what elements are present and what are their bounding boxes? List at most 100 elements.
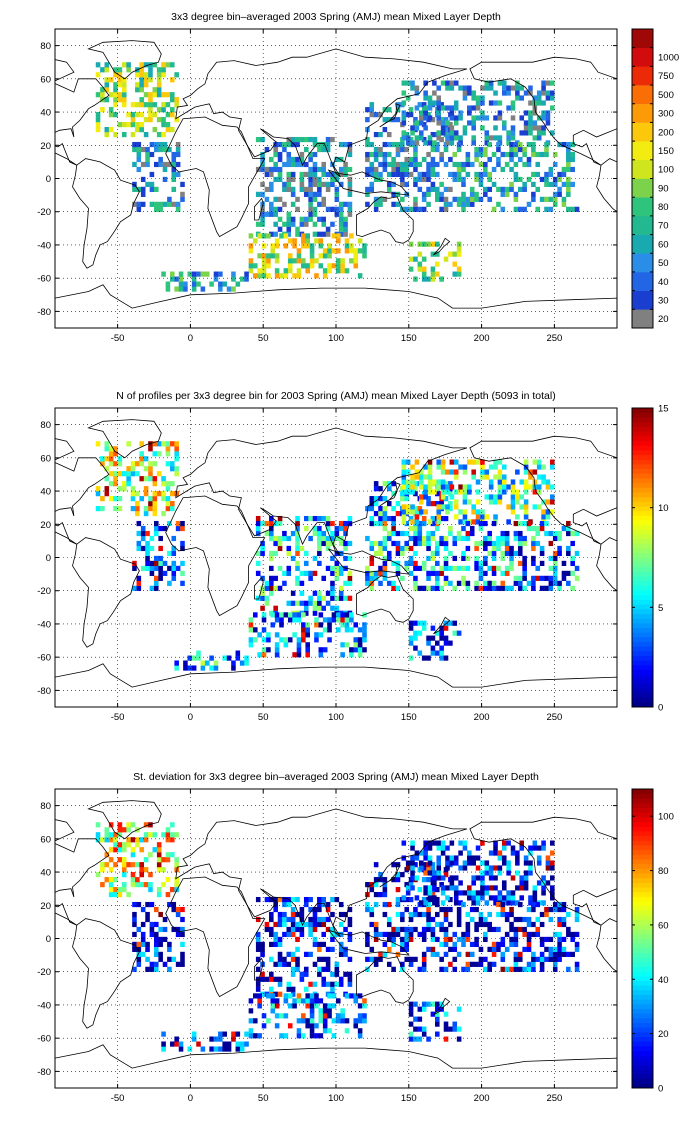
bin-cell — [566, 545, 571, 552]
y-tick-label: 40 — [40, 487, 51, 498]
bin-cell — [136, 951, 142, 957]
bin-cell — [539, 921, 545, 928]
bin-cell — [191, 286, 197, 292]
bin-cell — [156, 862, 162, 868]
bin-cell — [312, 231, 318, 237]
bin-cell — [362, 647, 367, 653]
bin-cell — [255, 515, 261, 522]
bin-cell — [325, 926, 331, 933]
bin-cell — [421, 266, 427, 272]
bin-cell — [552, 951, 558, 957]
bin-cell — [504, 570, 510, 576]
bin-cell — [408, 156, 414, 163]
bin-cell — [401, 519, 407, 525]
bin-cell — [517, 575, 523, 581]
bin-cell — [279, 1033, 284, 1039]
bin-cell — [528, 845, 533, 851]
bin-cell — [426, 911, 431, 918]
bin-cell — [338, 585, 344, 591]
bin-cell — [405, 489, 411, 495]
bin-cell — [544, 956, 549, 962]
bin-cell — [465, 585, 471, 591]
bin-cell — [196, 650, 201, 656]
bin-cell — [322, 253, 328, 259]
bin-cell — [373, 926, 379, 933]
bin-cell — [408, 1001, 414, 1007]
bin-cell — [445, 509, 450, 515]
bin-cell — [570, 585, 575, 591]
bin-cell — [443, 496, 449, 502]
colorbar-segment — [632, 496, 653, 502]
bin-cell — [427, 860, 433, 866]
bin-cell — [290, 141, 296, 148]
bin-cell — [248, 622, 254, 628]
bin-cell — [566, 151, 571, 158]
bin-cell — [413, 560, 418, 567]
bin-cell — [552, 535, 558, 542]
bin-cell — [327, 1003, 332, 1009]
bin-cell — [222, 655, 228, 661]
bin-cell — [126, 891, 131, 898]
bin-cell — [167, 161, 172, 168]
bin-cell — [255, 595, 261, 601]
bin-cell — [148, 107, 153, 113]
bin-cell — [330, 585, 335, 591]
bin-cell — [295, 136, 300, 143]
bin-cell — [404, 956, 409, 962]
bin-cell — [222, 1031, 228, 1037]
bin-cell — [261, 253, 267, 259]
bin-cell — [430, 161, 436, 168]
y-tick-label: -80 — [37, 686, 51, 697]
bin-cell — [382, 127, 388, 133]
colorbar-segment — [632, 650, 653, 657]
bin-cell — [347, 931, 353, 938]
bin-cell — [483, 540, 488, 547]
bin-cell — [541, 900, 546, 906]
bin-cell — [308, 535, 313, 542]
bin-cell — [439, 565, 444, 571]
bin-cell — [100, 456, 105, 462]
bin-cell — [369, 887, 375, 893]
bin-cell — [152, 481, 158, 487]
x-tick-label: 100 — [328, 712, 344, 723]
bin-cell — [410, 840, 415, 846]
bin-cell — [401, 464, 407, 470]
bin-cell — [174, 441, 179, 447]
bin-cell — [536, 484, 542, 490]
bin-cell — [336, 248, 341, 254]
colorbar-tick-label: 40 — [658, 277, 669, 288]
bin-cell — [170, 481, 175, 487]
bin-cell — [277, 951, 283, 957]
bin-cell — [126, 471, 131, 477]
bin-cell — [435, 560, 440, 567]
bin-cell — [292, 632, 297, 638]
bin-cell — [162, 176, 168, 183]
bin-cell — [270, 612, 276, 618]
bin-cell — [260, 136, 265, 143]
bin-cell — [130, 496, 136, 502]
bin-cell — [248, 998, 254, 1004]
colorbar-segment — [632, 985, 653, 991]
bin-cell — [136, 186, 142, 192]
bin-cell — [378, 161, 383, 168]
bin-cell — [483, 535, 488, 542]
bin-cell — [309, 258, 315, 264]
bin-cell — [273, 161, 278, 168]
bin-cell — [156, 491, 162, 497]
bin-cell — [286, 156, 292, 163]
bin-cell — [382, 565, 388, 571]
bin-cell — [317, 896, 322, 903]
bin-cell — [357, 627, 363, 633]
bin-cell — [535, 530, 541, 537]
bin-cell — [443, 256, 449, 262]
bin-cell — [400, 161, 405, 168]
bin-cell — [435, 585, 440, 591]
bin-cell — [510, 85, 516, 91]
bin-cell — [471, 474, 476, 480]
bin-cell — [338, 206, 344, 212]
bin-cell — [426, 916, 431, 923]
bin-cell — [218, 271, 223, 277]
colorbar-segment — [632, 290, 653, 310]
bin-cell — [536, 489, 542, 495]
bin-cell — [344, 622, 350, 628]
